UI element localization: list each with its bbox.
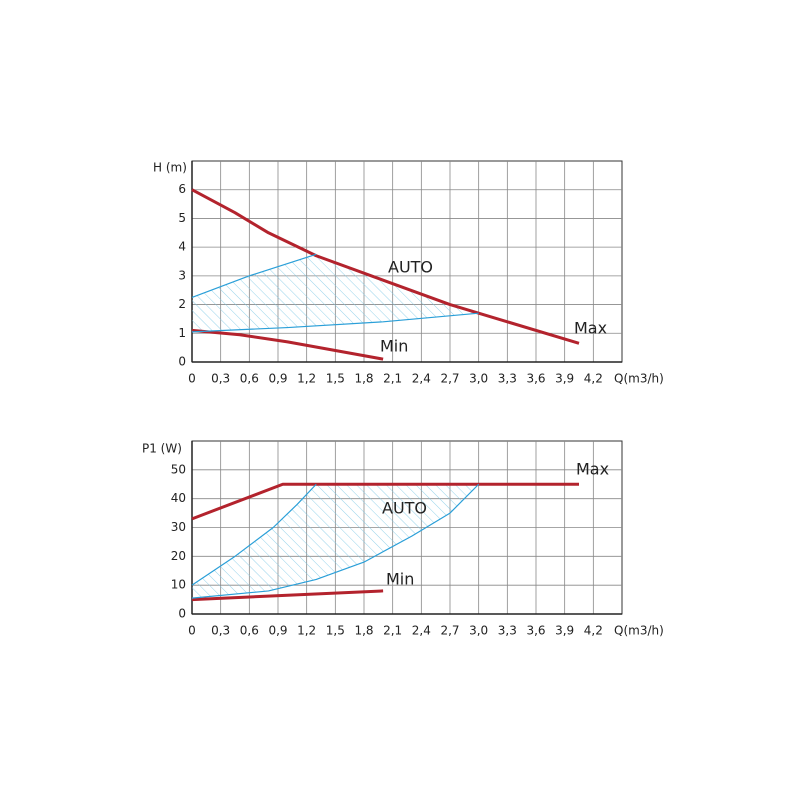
x-tick-label: 3,6 <box>526 372 545 386</box>
x-tick-label: 2,4 <box>412 624 431 638</box>
y-tick-label: 2 <box>178 297 186 311</box>
x-tick-label: 1,2 <box>297 624 316 638</box>
x-tick-label: 1,5 <box>326 372 345 386</box>
auto-region <box>192 484 479 599</box>
y-tick-label: 4 <box>178 240 186 254</box>
x-tick-label: 2,1 <box>383 372 402 386</box>
curve <box>191 188 580 345</box>
y-axis-label: H (m) <box>153 161 187 175</box>
y-tick-label: 0 <box>178 607 186 621</box>
curve <box>191 589 384 602</box>
annotation: Max <box>574 319 607 338</box>
x-tick-label: 0,9 <box>268 624 287 638</box>
x-tick-label: 0,9 <box>268 372 287 386</box>
y-tick-label: 10 <box>171 578 186 592</box>
annotation: Min <box>380 337 408 356</box>
x-tick-label: 1,8 <box>354 624 373 638</box>
x-axis-label: Q(m3/h) <box>614 624 664 638</box>
x-tick-label: 3,9 <box>555 372 574 386</box>
x-tick-label: 2,4 <box>412 372 431 386</box>
y-tick-label: 5 <box>178 211 186 225</box>
curve <box>191 483 480 599</box>
x-tick-label: 3,3 <box>498 624 517 638</box>
y-tick-label: 50 <box>171 462 186 476</box>
x-tick-label: 3,0 <box>469 372 488 386</box>
y-tick-label: 3 <box>178 268 186 282</box>
y-tick-label: 6 <box>178 182 186 196</box>
curve <box>191 253 317 298</box>
x-tick-label: 0,6 <box>240 372 259 386</box>
x-tick-label: 2,7 <box>440 372 459 386</box>
x-tick-label: 4,2 <box>584 372 603 386</box>
y-tick-label: 0 <box>178 355 186 369</box>
x-tick-label: 0,3 <box>211 372 230 386</box>
x-tick-label: 0 <box>188 624 196 638</box>
x-tick-label: 4,2 <box>584 624 603 638</box>
y-tick-label: 1 <box>178 326 186 340</box>
curve <box>191 328 384 361</box>
curve <box>191 482 579 521</box>
x-tick-label: 0,3 <box>211 624 230 638</box>
auto-region <box>192 254 479 332</box>
annotation: Min <box>386 570 414 589</box>
x-tick-label: 3,9 <box>555 624 574 638</box>
annotation: AUTO <box>388 258 433 277</box>
annotation: AUTO <box>382 499 427 518</box>
curve <box>191 312 479 333</box>
x-tick-label: 0 <box>188 372 196 386</box>
x-axis-label: Q(m3/h) <box>614 372 664 386</box>
x-tick-label: 1,2 <box>297 372 316 386</box>
annotation: Max <box>576 460 609 479</box>
x-tick-label: 2,7 <box>440 624 459 638</box>
x-tick-label: 0,6 <box>240 624 259 638</box>
curve <box>191 483 317 586</box>
x-tick-label: 3,0 <box>469 624 488 638</box>
x-tick-label: 2,1 <box>383 624 402 638</box>
y-tick-label: 40 <box>171 491 186 505</box>
y-axis-label: P1 (W) <box>142 442 182 456</box>
x-tick-label: 3,6 <box>526 624 545 638</box>
y-tick-label: 30 <box>171 520 186 534</box>
x-tick-label: 1,8 <box>354 372 373 386</box>
x-tick-label: 1,5 <box>326 624 345 638</box>
x-tick-label: 3,3 <box>498 372 517 386</box>
y-tick-label: 20 <box>171 549 186 563</box>
